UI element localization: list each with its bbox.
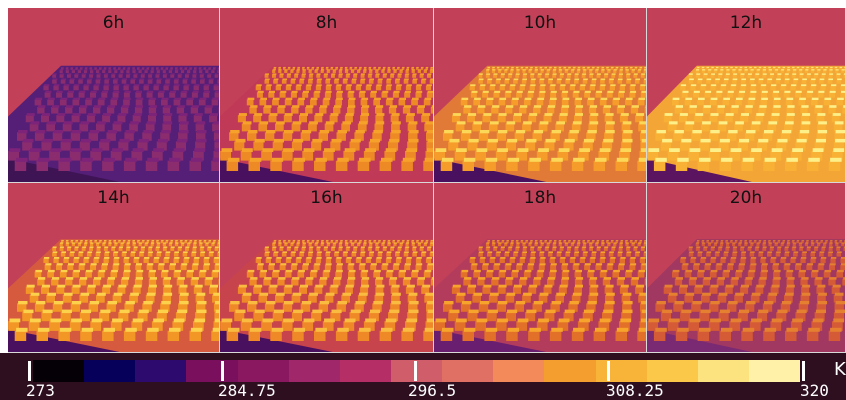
colorbar-segment xyxy=(288,360,341,382)
panel-time-label: 18h xyxy=(523,188,557,208)
colorbar-tickmark xyxy=(221,361,224,381)
colorbar-segment xyxy=(442,360,494,382)
panel-time-label: 12h xyxy=(729,13,763,33)
colorbar-segment xyxy=(84,360,136,382)
colorbar-segment xyxy=(646,360,699,382)
panel-time-label: 20h xyxy=(729,188,763,208)
colorbar-segment xyxy=(748,360,801,382)
panel-time-label: 8h xyxy=(315,13,338,33)
colorbar-tickmark xyxy=(802,361,805,381)
thermal-scene xyxy=(220,8,433,182)
colorbar-tick-label: 284.75 xyxy=(218,381,276,400)
thermal-scene xyxy=(8,8,219,182)
colorbar-segment xyxy=(339,360,392,382)
colorbar-segment xyxy=(186,360,238,382)
colorbar: 273 284.75 296.5 308.25 320 K xyxy=(0,353,846,400)
thermal-scene xyxy=(647,183,845,352)
thermal-panel: 16h xyxy=(220,183,434,353)
thermal-scene xyxy=(8,183,219,352)
colorbar-segment xyxy=(544,360,596,382)
panel-time-label: 6h xyxy=(102,13,125,33)
colorbar-segment xyxy=(237,360,290,382)
colorbar-tickmark xyxy=(414,361,417,381)
thermal-panel: 14h xyxy=(8,183,220,353)
thermal-panel: 12h xyxy=(647,8,846,183)
thermal-panel: 8h xyxy=(220,8,434,183)
colorbar-tick-label: 308.25 xyxy=(606,381,664,400)
colorbar-tickmark xyxy=(607,361,610,381)
colorbar-tick-label: 320 xyxy=(800,381,829,400)
panel-time-label: 16h xyxy=(310,188,343,208)
colorbar-tick-label: 296.5 xyxy=(408,381,457,400)
colorbar-segment xyxy=(595,360,648,382)
thermal-panel: 10h xyxy=(434,8,647,183)
panel-grid: 6h 8h 10h 12h 14h 16h 18h 20h xyxy=(8,8,846,353)
thermal-scene xyxy=(434,183,646,352)
panel-time-label: 14h xyxy=(97,188,130,208)
thermal-scene xyxy=(434,8,646,182)
colorbar-tickmark xyxy=(28,361,31,381)
thermal-scene xyxy=(647,8,845,182)
thermal-panel: 20h xyxy=(647,183,846,353)
thermal-panel: 6h xyxy=(8,8,220,183)
colorbar-tick-label: 273 xyxy=(26,381,55,400)
panel-time-label: 10h xyxy=(523,13,557,33)
colorbar-segment xyxy=(493,360,545,382)
colorbar-unit: K xyxy=(834,359,846,380)
colorbar-segment xyxy=(135,360,187,382)
thermal-panel: 18h xyxy=(434,183,647,353)
colorbar-segment xyxy=(697,360,750,382)
thermal-scene xyxy=(220,183,433,352)
colorbar-segment xyxy=(33,360,85,382)
